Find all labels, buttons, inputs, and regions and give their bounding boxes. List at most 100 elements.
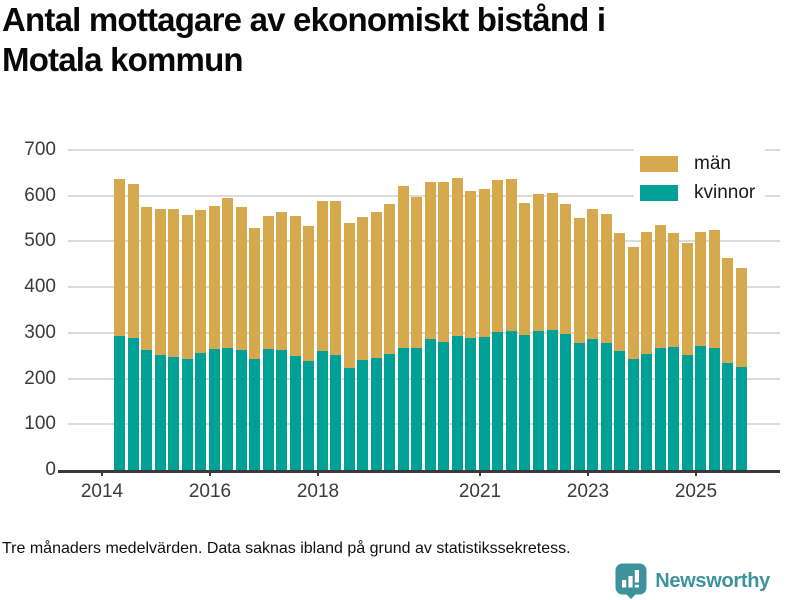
bar-okt–dec 2023 <box>627 246 639 470</box>
x-tick-2021 <box>479 470 481 476</box>
bar-segment-man <box>478 189 490 337</box>
bar-segment-kvinnor <box>316 351 328 470</box>
bar-jul–sep 2019 <box>397 186 409 470</box>
bar-jan–mar 2022 <box>532 194 544 470</box>
y-tick-label-700: 700 <box>24 139 56 160</box>
bar-apr–jun 2025 <box>708 230 720 470</box>
gridline-400 <box>68 286 780 289</box>
bar-segment-kvinnor <box>560 334 572 470</box>
bar-jul–sep 2023 <box>614 233 626 470</box>
bar-apr–jun 2024 <box>654 224 666 470</box>
legend-label-man: män <box>694 153 731 174</box>
page-title-line1: Antal mottagare av ekonomiskt bistånd i <box>2 1 606 38</box>
bar-jul–sep 2018 <box>343 222 355 470</box>
x-tick-2023 <box>587 470 589 476</box>
bar-segment-kvinnor <box>289 356 301 470</box>
x-tick-2018 <box>317 470 319 476</box>
bar-segment-kvinnor <box>114 336 125 470</box>
bar-segment-kvinnor <box>451 335 463 470</box>
bar-segment-kvinnor <box>695 346 707 470</box>
legend-label-kvinnor: kvinnor <box>694 182 756 203</box>
bar-segment-man <box>451 178 463 336</box>
bar-jan–mar 2025 <box>695 232 707 470</box>
bar-jul–sep 2015 <box>181 214 193 470</box>
bar-segment-kvinnor <box>222 347 234 470</box>
bar-segment-kvinnor <box>519 334 531 470</box>
bar-apr–jun 2022 <box>546 192 558 470</box>
x-tick-label-2025: 2025 <box>674 481 718 502</box>
bar-jan–mar 2023 <box>587 208 599 470</box>
bar-segment-kvinnor <box>195 353 207 470</box>
bar-okt–dec 2017 <box>303 225 315 470</box>
bar-segment-kvinnor <box>627 359 639 470</box>
bar-segment-man <box>397 186 409 349</box>
bar-segment-man <box>532 194 544 332</box>
bar-segment-man <box>114 178 125 337</box>
bar-segment-kvinnor <box>343 367 355 470</box>
legend-item-man: män <box>640 153 755 175</box>
bar-series <box>114 150 747 470</box>
page-title-line2: Motala kommun <box>2 40 244 78</box>
bar-segment-kvinnor <box>262 349 274 470</box>
bar-segment-man <box>722 257 734 363</box>
legend: män kvinnor <box>634 147 766 213</box>
gridline-500 <box>68 240 780 243</box>
y-tick-label-400: 400 <box>24 276 56 298</box>
bar-okt–dec 2015 <box>195 210 207 470</box>
bar-segment-kvinnor <box>654 348 666 470</box>
bar-segment-man <box>276 212 288 351</box>
bar-segment-kvinnor <box>141 350 153 470</box>
bar-segment-man <box>668 233 680 347</box>
bar-okt–dec 2019 <box>411 196 423 470</box>
bar-segment-man <box>384 203 396 355</box>
bar-segment-kvinnor <box>708 348 720 470</box>
bar-segment-man <box>357 216 369 361</box>
bar-apr–jun 2020 <box>438 182 450 470</box>
bar-segment-man <box>641 231 653 354</box>
bar-segment-man <box>141 206 153 351</box>
legend-item-kvinnor: kvinnor <box>640 182 755 204</box>
bar-segment-man <box>695 232 707 347</box>
bar-apr–jun 2017 <box>276 212 288 470</box>
bar-apr–jun 2023 <box>600 214 612 470</box>
legend-swatch-man <box>640 156 678 172</box>
bar-segment-man <box>370 212 382 358</box>
bar-segment-man <box>735 268 747 368</box>
bar-segment-man <box>438 182 450 342</box>
bar-segment-man <box>181 214 193 359</box>
bar-segment-kvinnor <box>668 346 680 470</box>
bar-segment-kvinnor <box>370 357 382 470</box>
bar-jan–mar 2018 <box>316 201 328 470</box>
bar-jul–sep 2024 <box>668 233 680 470</box>
x-tick-label-2018: 2018 <box>296 481 340 502</box>
bar-apr–jun 2016 <box>222 197 234 470</box>
bar-okt–dec 2024 <box>681 242 693 470</box>
bar-okt–dec 2020 <box>465 191 477 470</box>
bar-jul–sep 2016 <box>235 206 247 470</box>
bar-okt–dec 2022 <box>573 217 585 470</box>
bar-jul–sep 2025 <box>722 257 734 470</box>
bar-okt–dec 2016 <box>249 228 261 470</box>
bar-segment-kvinnor <box>573 342 585 470</box>
bar-segment-kvinnor <box>438 342 450 470</box>
bar-segment-kvinnor <box>492 331 504 470</box>
bar-segment-man <box>627 246 639 360</box>
bar-segment-kvinnor <box>249 358 261 470</box>
bar-jul–sep 2014 <box>127 184 139 470</box>
bar-segment-man <box>330 201 342 356</box>
bar-segment-man <box>424 182 436 340</box>
x-tick-label-2021: 2021 <box>458 481 502 502</box>
x-axis-line <box>58 470 780 473</box>
bar-segment-man <box>289 215 301 357</box>
bar-apr–jun 2019 <box>384 203 396 470</box>
bar-segment-kvinnor <box>424 339 436 470</box>
bar-segment-man <box>560 203 572 335</box>
bar-segment-kvinnor <box>154 355 166 470</box>
bar-segment-man <box>316 201 328 352</box>
x-tick-label-2023: 2023 <box>566 481 610 502</box>
bar-segment-kvinnor <box>722 362 734 470</box>
bar-segment-man <box>235 206 247 351</box>
bar-segment-man <box>303 225 315 362</box>
bar-segment-kvinnor <box>641 353 653 470</box>
